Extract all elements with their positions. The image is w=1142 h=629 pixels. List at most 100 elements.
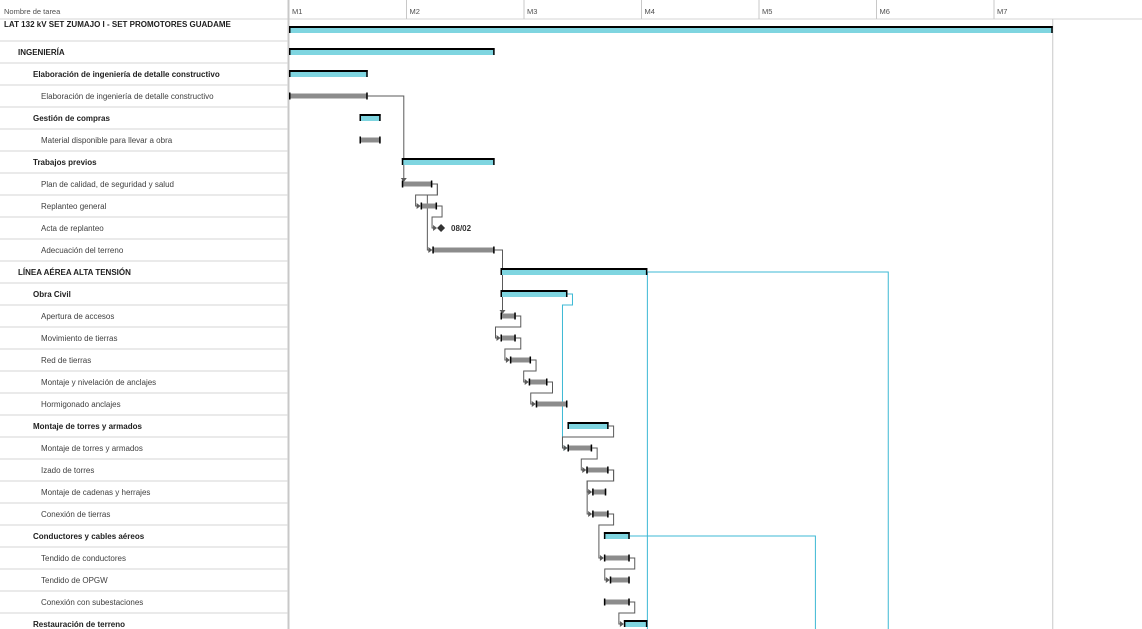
dependency-arrow: [619, 621, 624, 627]
task-bar-end-cap: [366, 92, 368, 100]
task-bar: [528, 379, 548, 385]
dependency-arrow: [582, 467, 587, 473]
dependency-links: [367, 95, 889, 629]
summary-bar-fill: [603, 534, 630, 539]
task-name: Elaboración de ingeniería de detalle con…: [33, 70, 220, 79]
dependency-link: [504, 337, 522, 361]
task-bar: [586, 467, 609, 473]
month-tick-label: M2: [410, 7, 420, 16]
summary-bar: [359, 114, 381, 116]
task-bar-start-cap: [401, 180, 404, 188]
task-bar-end-cap: [607, 466, 609, 474]
dependency-link: [495, 315, 522, 339]
summary-bar-end-cap: [379, 114, 381, 121]
task-name: Trabajos previos: [33, 158, 97, 167]
summary-bar: [500, 290, 568, 292]
dependency-arrow: [496, 335, 501, 341]
summary-bar-start-cap: [401, 158, 404, 165]
dependency-link: [431, 205, 443, 229]
task-bar: [500, 313, 516, 319]
task-name: Gestión de compras: [33, 114, 110, 123]
summary-bar: [289, 48, 495, 50]
task-name: Conductores y cables aéreos: [33, 532, 145, 541]
task-bar-end-cap: [604, 488, 607, 496]
summary-bar-start-cap: [359, 114, 361, 121]
summary-bar-end-cap: [628, 532, 630, 539]
dependency-arrow: [588, 511, 593, 517]
task-bar-end-cap: [590, 444, 593, 452]
task-bar-start-cap: [432, 246, 434, 254]
task-bar-start-cap: [603, 598, 606, 606]
task-bar-end-cap: [493, 246, 495, 254]
summary-bar: [289, 26, 1053, 28]
task-bar-start-cap: [528, 378, 531, 386]
task-bar-end-cap: [607, 510, 609, 518]
task-name: LAT 132 kV SET ZUMAJO I - SET PROMOTORES…: [4, 20, 232, 29]
task-bar-start-cap: [586, 466, 588, 474]
task-name: Material disponible para llevar a obra: [41, 136, 173, 145]
dependency-link: [604, 557, 636, 581]
dependency-arrow: [505, 357, 510, 363]
summary-bar-end-cap: [645, 620, 648, 627]
task-bar-start-cap: [420, 202, 423, 210]
task-bar-start-cap: [535, 400, 538, 408]
task-bar-start-cap: [509, 356, 512, 364]
summary-bar-start-cap: [289, 26, 291, 33]
dependency-link: [530, 381, 553, 405]
task-bar-start-cap: [500, 312, 502, 320]
summary-bar-start-cap: [500, 290, 502, 297]
task-bar: [359, 137, 381, 143]
dependency-link: [618, 601, 636, 625]
task-bar-end-cap: [435, 202, 438, 210]
task-name: Red de tierras: [41, 356, 91, 365]
task-name: Hormigonado anclajes: [41, 400, 121, 409]
summary-bar-fill: [401, 160, 495, 165]
task-name: Montaje de cadenas y herrajes: [41, 488, 150, 497]
task-list: LAT 132 kV SET ZUMAJO I - SET PROMOTORES…: [4, 20, 232, 629]
summary-bar-end-cap: [1051, 26, 1053, 33]
task-bar: [603, 599, 630, 605]
task-name: Elaboración de ingeniería de detalle con…: [41, 92, 214, 101]
summary-bar-fill: [567, 424, 609, 429]
summary-bar-fill: [500, 292, 568, 297]
summary-bar-fill: [500, 270, 648, 275]
task-column-header: Nombre de tarea: [4, 7, 61, 16]
summary-bar-fill: [359, 116, 381, 121]
dependency-arrow: [531, 401, 536, 407]
task-name: Conexión con subestaciones: [41, 598, 143, 607]
dependency-arrow: [428, 247, 433, 253]
task-bars: 08/02: [289, 26, 1053, 627]
task-name: Tendido de conductores: [41, 554, 126, 563]
month-tick-label: M4: [645, 7, 655, 16]
task-bar-start-cap: [592, 488, 594, 496]
summary-bar-end-cap: [493, 48, 495, 55]
task-name: Restauración de terreno: [33, 620, 125, 629]
task-bar-end-cap: [379, 136, 381, 144]
task-bar: [401, 181, 433, 187]
external-link-connector: [629, 535, 816, 629]
summary-bar-end-cap: [493, 158, 495, 165]
external-link-connector: [647, 271, 889, 629]
summary-bar-fill: [289, 72, 368, 77]
task-bar-end-cap: [514, 334, 516, 342]
dependency-link: [580, 447, 598, 471]
month-tick-label: M7: [997, 7, 1007, 16]
task-name: Montaje y nivelación de anclajes: [41, 378, 156, 387]
task-bar: [432, 247, 495, 253]
dependency-arrow: [433, 225, 438, 231]
summary-bar: [289, 70, 368, 72]
task-bar: [603, 555, 630, 561]
task-bar-end-cap: [529, 356, 532, 364]
month-tick-label: M6: [880, 7, 890, 16]
dependency-arrow: [416, 203, 421, 209]
task-name: Replanteo general: [41, 202, 107, 211]
task-bar-end-cap: [628, 576, 630, 584]
dependency-arrow: [524, 379, 529, 385]
task-bar-end-cap: [628, 554, 630, 562]
summary-bar-end-cap: [607, 422, 609, 429]
summary-bar: [603, 532, 630, 534]
month-tick-label: M3: [527, 7, 537, 16]
task-bar-start-cap: [567, 444, 569, 452]
task-bar: [420, 203, 438, 209]
